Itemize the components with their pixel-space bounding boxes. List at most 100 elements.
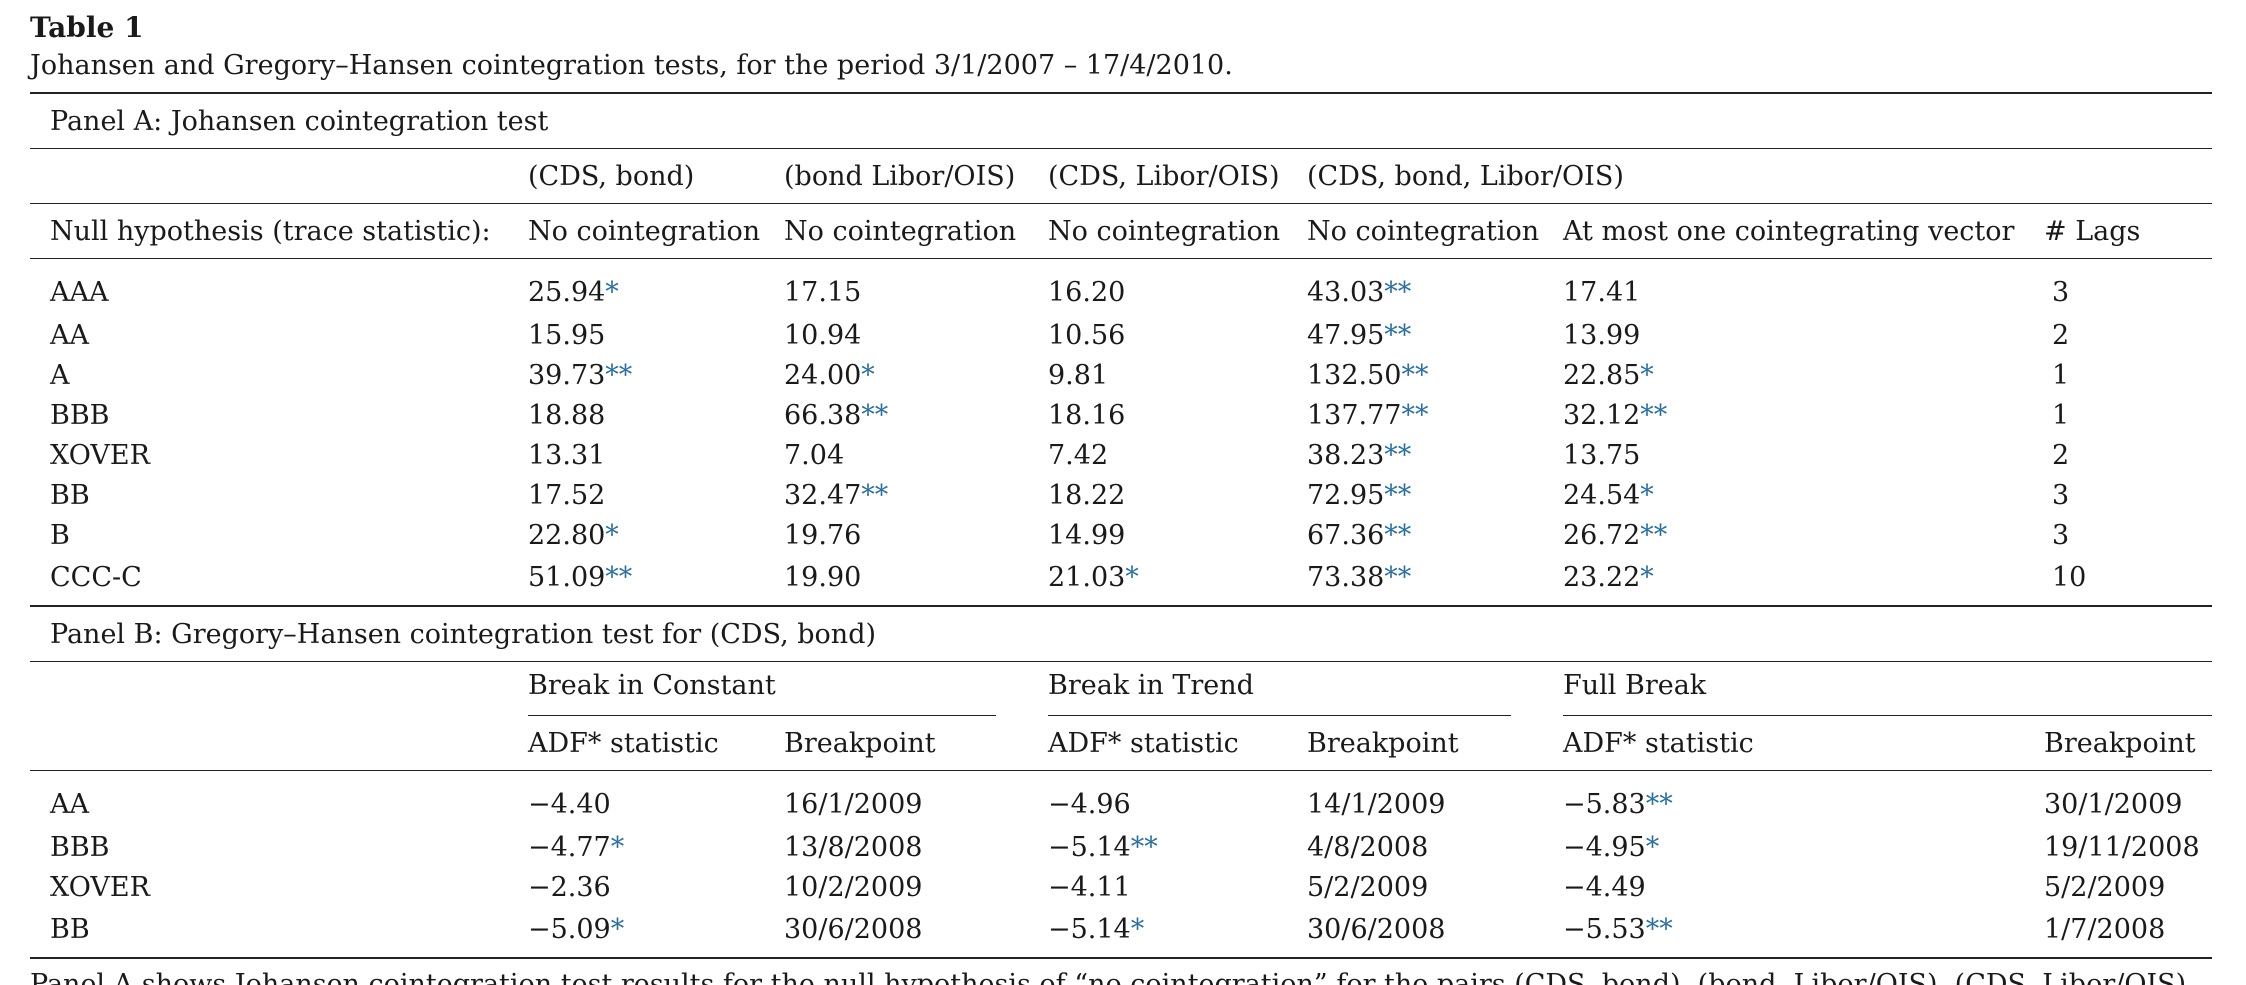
cell-value: 30/1/2009 (2044, 788, 2183, 820)
cell-value: 19/11/2008 (2044, 831, 2200, 863)
significance-marker: * (605, 519, 619, 551)
cell-value: 18.88 (528, 399, 606, 431)
row-label: BBB (50, 831, 110, 863)
significance-marker: ** (1384, 479, 1412, 511)
significance-marker: ** (1384, 519, 1412, 551)
cell-value: −4.95 (1563, 831, 1646, 863)
null-header: No cointegration (1048, 215, 1281, 247)
cell-value: 21.03 (1048, 561, 1126, 593)
significance-marker: ** (605, 359, 633, 391)
significance-marker: * (1640, 561, 1654, 593)
significance-marker: * (610, 913, 625, 945)
sub-header: ADF* statistic (528, 727, 719, 759)
table-caption: Johansen and Gregory–Hansen cointegratio… (30, 50, 1233, 81)
value-cell: −4.77* (508, 827, 764, 867)
value-cell: 73.38** (1287, 555, 1543, 606)
cell-value: 132.50 (1307, 359, 1402, 391)
significance-marker: ** (1401, 399, 1429, 431)
significance-marker: ** (605, 561, 633, 593)
row-label: AAA (50, 276, 109, 308)
lags-cell: 10 (2052, 561, 2087, 593)
significance-marker: ** (1384, 439, 1412, 471)
table-row: B 22.80* 19.76 14.99 67.36** 26.72** 3 (30, 515, 2212, 555)
pair-header: (CDS, Libor/OIS) (1048, 160, 1280, 192)
row-label: AA (50, 319, 89, 351)
value-cell: 32.12** (1543, 395, 2024, 435)
value-cell: −5.14** (1028, 827, 1287, 867)
cell-value: 16.20 (1048, 276, 1126, 308)
value-cell: 67.36** (1287, 515, 1543, 555)
significance-marker: ** (1401, 359, 1429, 391)
sub-header-row: ADF* statistic Breakpoint ADF* statistic… (30, 716, 2213, 771)
table-row: BBB −4.77* 13/8/2008 −5.14** 4/8/2008 −4.95* 1… (30, 827, 2212, 867)
lags-header: # Lags (2044, 215, 2141, 247)
significance-marker: ** (1640, 399, 1668, 431)
significance-marker: ** (1384, 319, 1412, 351)
cell-value: 17.52 (528, 479, 606, 511)
panel-b-title-row: Panel B: Gregory–Hansen cointegration te… (30, 606, 2213, 662)
significance-marker: * (861, 359, 875, 391)
cell-value: 18.16 (1048, 399, 1126, 431)
value-cell: 5/2/2009 (2024, 867, 2212, 907)
significance-marker: ** (1640, 519, 1668, 551)
value-cell: 24.54* (1543, 475, 2024, 515)
value-cell: 18.16 (1028, 395, 1287, 435)
value-cell: 43.03** (1287, 259, 1543, 316)
cell-value: −4.11 (1048, 871, 1131, 903)
significance-marker: ** (861, 479, 889, 511)
null-label: Null hypothesis (trace statistic): (50, 215, 491, 247)
cell-value: 13.31 (528, 439, 606, 471)
value-cell: 10.56 (1028, 315, 1287, 355)
table-row: BBB 18.88 66.38** 18.16 137.77** 32.12** 1 (30, 395, 2212, 435)
row-label: AA (50, 788, 89, 820)
value-cell: −5.53** (1543, 907, 2024, 958)
value-cell: 22.85* (1543, 355, 2024, 395)
cell-value: 13/8/2008 (784, 831, 923, 863)
table-row: BB −5.09* 30/6/2008 −5.14* 30/6/2008 −5.53** 1… (30, 907, 2213, 958)
cell-value: 26.72 (1563, 519, 1641, 551)
sub-header: ADF* statistic (1563, 727, 1754, 759)
value-cell: 15.95 (508, 315, 764, 355)
panel-a-title-row: Panel A: Johansen cointegration test (30, 93, 2213, 149)
significance-marker: ** (1645, 913, 1673, 945)
cell-value: 66.38 (784, 399, 862, 431)
cell-value: 9.81 (1048, 359, 1109, 391)
cell-value: 47.95 (1307, 319, 1385, 351)
table-figure: Table 1 Johansen and Gregory–Hansen coin… (30, 10, 2213, 985)
value-cell: 13.75 (1543, 435, 2024, 475)
row-label: XOVER (50, 439, 150, 471)
pair-header-row: (CDS, bond) (bond Libor/OIS) (CDS, Libor… (30, 148, 2213, 204)
table-row: BB 17.52 32.47** 18.22 72.95** 24.54* 3 (30, 475, 2212, 515)
value-cell: 13/8/2008 (764, 827, 1028, 867)
value-cell: 14/1/2009 (1287, 771, 1543, 828)
significance-marker: ** (1384, 561, 1412, 593)
value-cell: −5.09* (508, 907, 764, 958)
cell-value: 30/6/2008 (1307, 913, 1446, 945)
cell-value: 67.36 (1307, 519, 1385, 551)
cell-value: 24.54 (1563, 479, 1641, 511)
cell-value: 17.41 (1563, 276, 1641, 308)
sub-header: Breakpoint (1307, 727, 1459, 759)
cell-value: 51.09 (528, 561, 606, 593)
null-header: No cointegration (528, 215, 761, 247)
pair-header: (bond Libor/OIS) (784, 160, 1016, 192)
cell-value: 19.90 (784, 561, 862, 593)
cell-value: 14/1/2009 (1307, 788, 1446, 820)
table-row: A 39.73** 24.00* 9.81 132.50** 22.85* 1 (30, 355, 2212, 395)
table-row: AA 15.95 10.94 10.56 47.95** 13.99 2 (30, 315, 2212, 355)
value-cell: 32.47** (764, 475, 1028, 515)
value-cell: 30/1/2009 (2024, 771, 2212, 828)
cell-value: 39.73 (528, 359, 606, 391)
value-cell: 13.31 (508, 435, 764, 475)
value-cell: 13.99 (1543, 315, 2024, 355)
row-label: BB (50, 479, 90, 511)
significance-marker: * (1125, 561, 1139, 593)
cell-value: 19.76 (784, 519, 862, 551)
value-cell: 25.94* (508, 259, 764, 316)
value-cell: 22.80* (508, 515, 764, 555)
value-cell: 24.00* (764, 355, 1028, 395)
value-cell: 72.95** (1287, 475, 1543, 515)
cell-value: −2.36 (528, 871, 611, 903)
cell-value: 10/2/2009 (784, 871, 923, 903)
value-cell: 39.73** (508, 355, 764, 395)
